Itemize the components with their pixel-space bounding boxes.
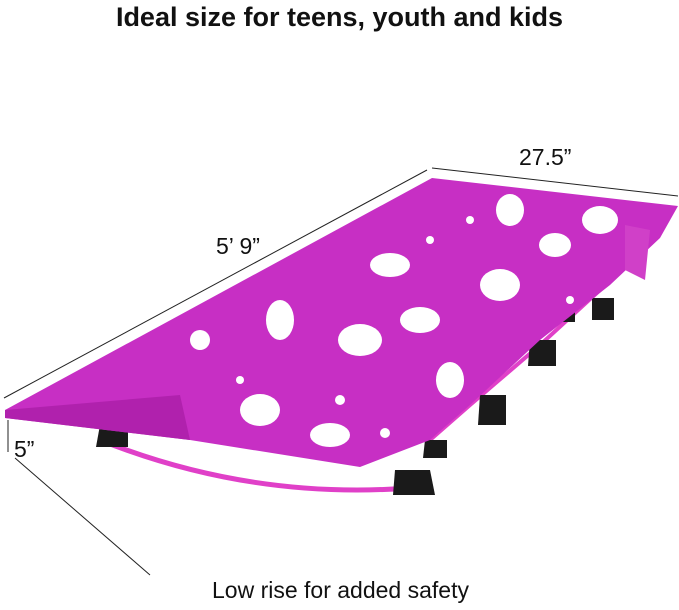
fabric-print [190,194,618,447]
dimension-lines [3,167,679,576]
cot-fabric [5,178,678,467]
leg [478,395,506,425]
headline: Ideal size for teens, youth and kids [115,2,564,32]
caption: Low rise for added safety [212,577,469,603]
leg [592,298,614,320]
rise-pointer-line [14,457,151,576]
leg [528,340,556,366]
cot-fabric-front [5,395,190,440]
length-label: 5’ 9” [216,233,260,259]
height-label: 5” [14,436,35,462]
width-label: 27.5” [519,144,572,170]
leg [393,470,435,495]
leg [423,440,447,458]
frame-rod [99,437,411,493]
length-dimension-line [3,169,428,399]
side-pocket [625,225,650,280]
width-dimension-line [431,167,679,197]
